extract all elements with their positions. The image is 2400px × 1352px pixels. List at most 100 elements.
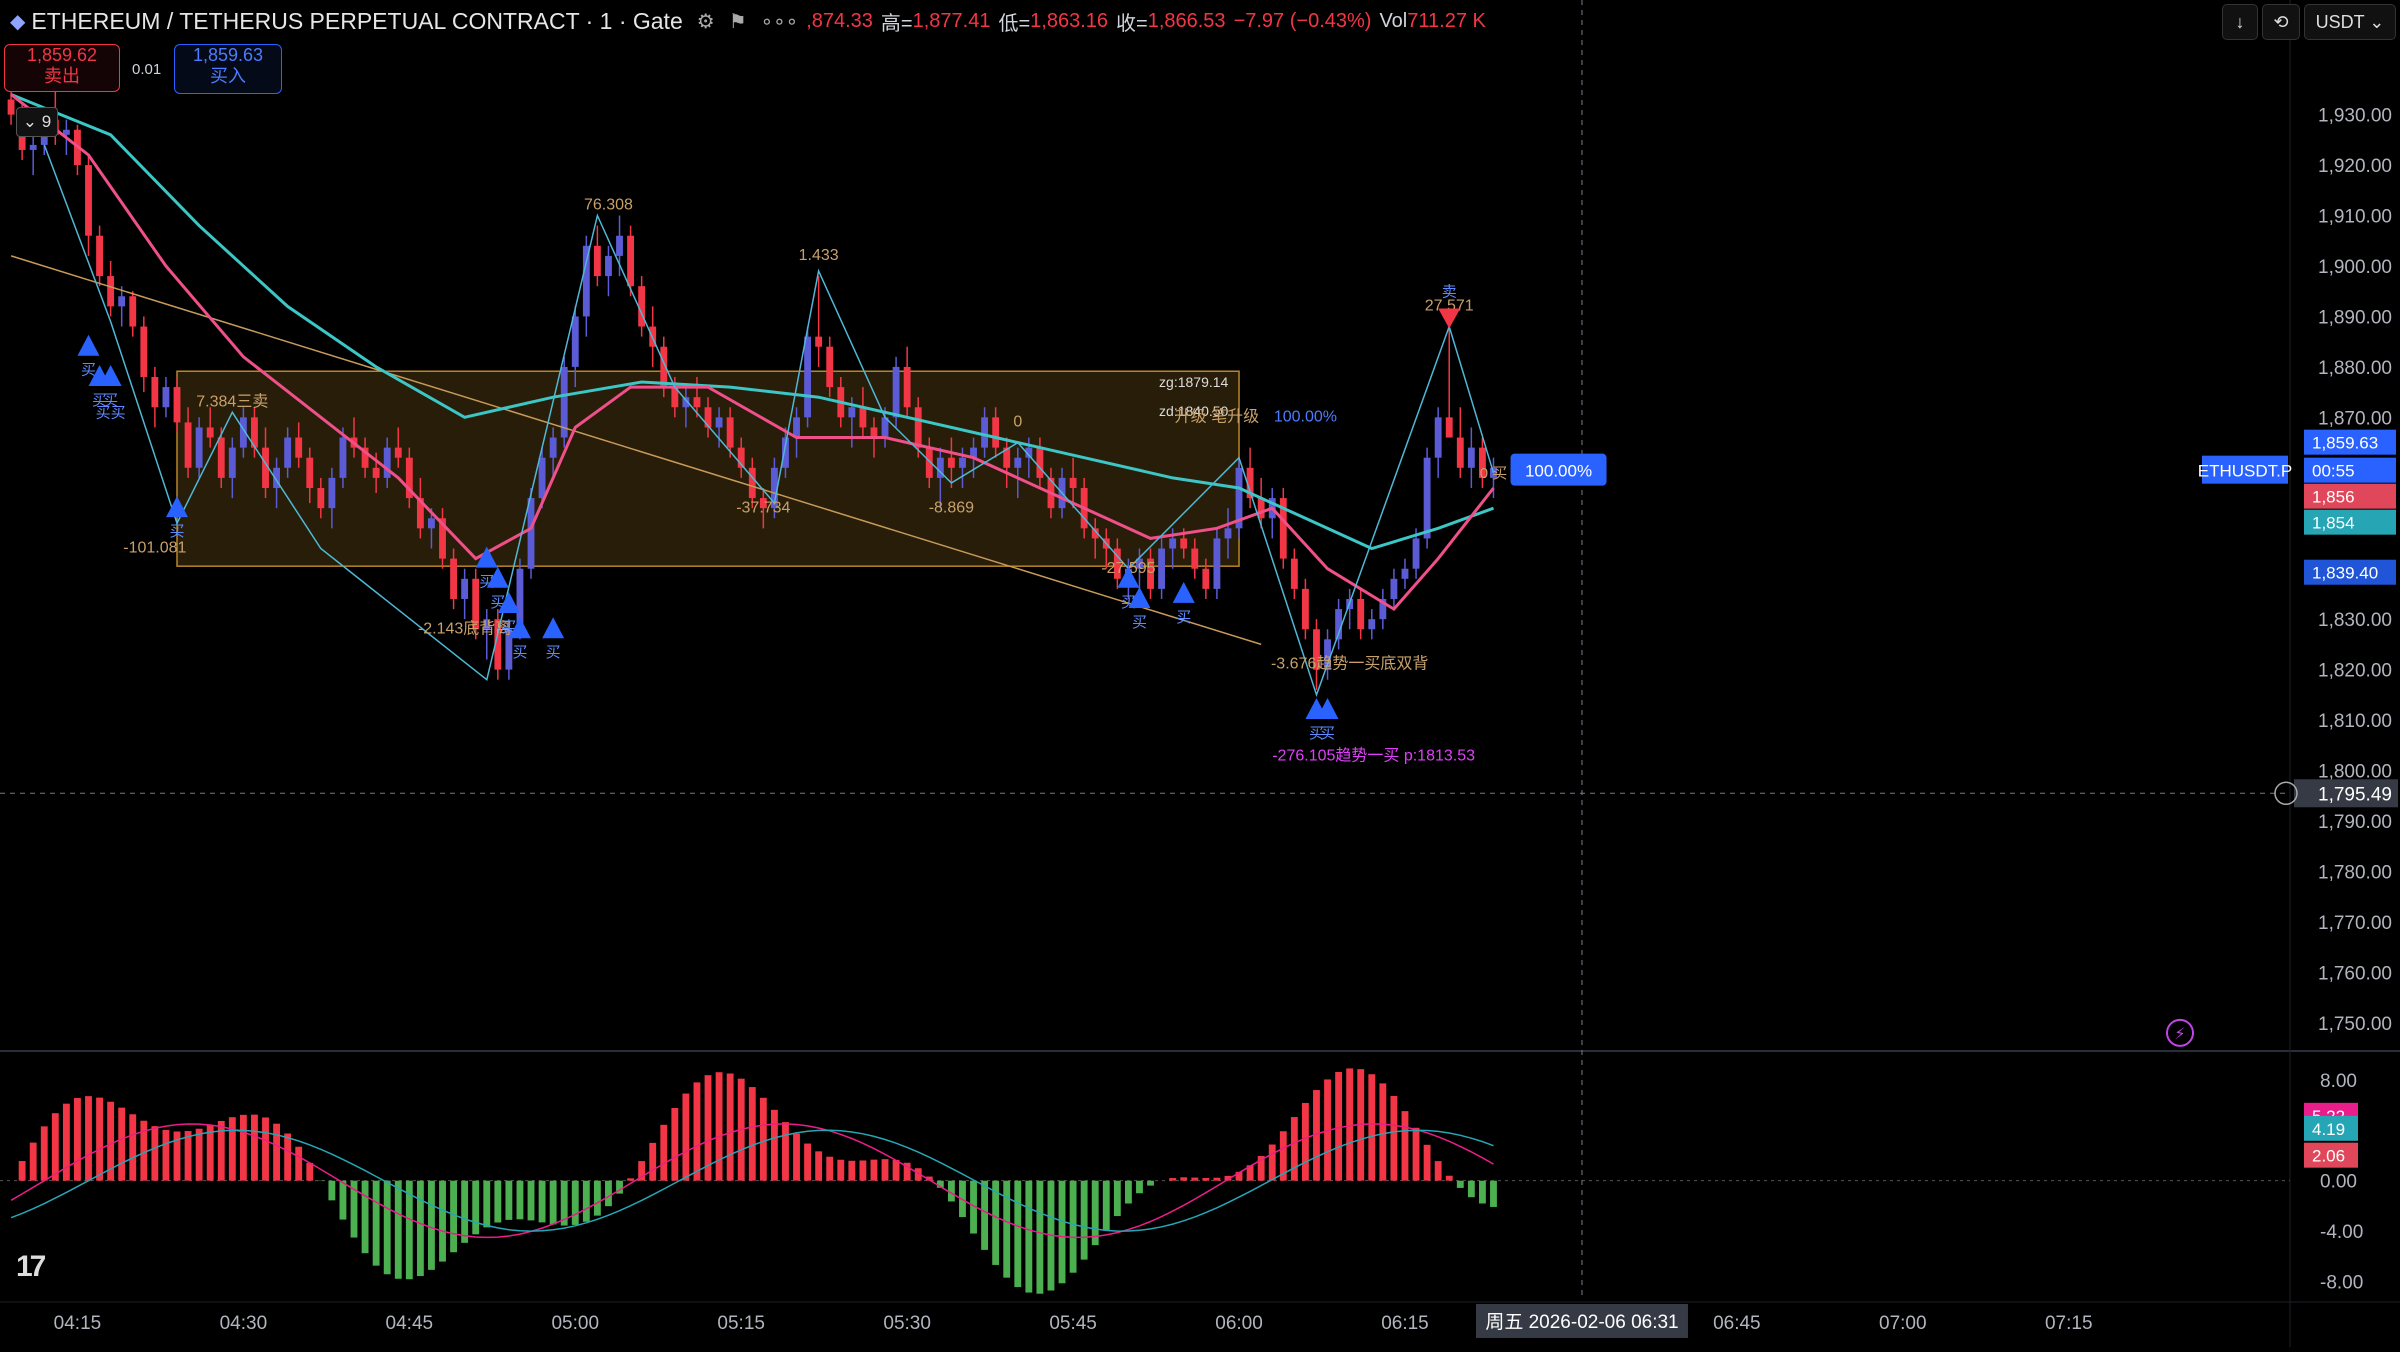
macd-bar [539, 1181, 546, 1223]
candle-body [1202, 569, 1209, 589]
macd-bar [1468, 1181, 1475, 1198]
candle-body [284, 438, 291, 468]
candle-body [306, 458, 313, 488]
macd-bar [605, 1181, 612, 1207]
chart-annotation: 0 [1013, 413, 1022, 430]
candle-body [528, 498, 535, 569]
macd-bar [129, 1114, 136, 1180]
flag-icon[interactable]: ⚑ [729, 9, 747, 34]
macd-bar [1457, 1181, 1464, 1188]
download-icon[interactable]: ↓ [2222, 4, 2258, 40]
screen-icon[interactable]: ⟲ [2262, 4, 2300, 40]
macd-bar [594, 1181, 601, 1216]
macd-bar [1191, 1178, 1198, 1181]
price-label: 1,859.63 [2312, 434, 2378, 453]
buy-marker-icon [78, 335, 100, 356]
more-icon[interactable]: ∘∘∘ [761, 9, 799, 34]
close-label: 收= [1116, 7, 1148, 36]
ethereum-logo-icon: ◆ [10, 9, 25, 34]
buy-button[interactable]: 1,859.63 买入 [174, 44, 282, 94]
price-tick-label: 1,750.00 [2318, 1014, 2392, 1035]
macd-bar [1103, 1181, 1110, 1231]
candle-body [539, 458, 546, 498]
macd-bar [1446, 1176, 1453, 1181]
macd-bar [52, 1113, 59, 1180]
macd-bar [848, 1161, 855, 1181]
candle-body [384, 448, 391, 478]
candle-body [30, 145, 37, 150]
symbol-price-tag: ETHUSDT.P [2198, 462, 2292, 481]
buy-marker-label: 买 [1132, 614, 1147, 631]
candle-body [904, 367, 911, 407]
macd-bar [295, 1147, 302, 1181]
sell-button[interactable]: 1,859.62 卖出 [4, 44, 120, 92]
macd-bar [517, 1181, 524, 1220]
ratio-badge-label: 100.00% [1525, 462, 1592, 481]
time-tick-label: 05:00 [551, 1313, 599, 1334]
price-tick-label: 1,770.00 [2318, 913, 2392, 934]
macd-bar [1335, 1072, 1342, 1181]
tradingview-logo-icon: 17 [16, 1250, 43, 1284]
time-tick-label: 05:30 [883, 1313, 931, 1334]
chart-annotation: -2.143底背离 [418, 619, 511, 637]
candle-body [616, 236, 623, 256]
crosshair-plus-icon [2275, 782, 2297, 804]
macd-tick-label: -8.00 [2320, 1273, 2363, 1294]
macd-bar [572, 1181, 579, 1225]
buy-price: 1,859.63 [175, 45, 281, 66]
macd-bar [251, 1115, 258, 1181]
candle-body [727, 417, 734, 447]
candle-body [317, 488, 324, 508]
candle-body [1180, 538, 1187, 548]
macd-bar [384, 1181, 391, 1275]
gear-icon[interactable]: ⚙ [697, 9, 715, 34]
candle-body [1435, 417, 1442, 457]
chart-annotation: 100.00% [1274, 408, 1337, 425]
macd-bar [1213, 1178, 1220, 1181]
macd-bar [1114, 1181, 1121, 1216]
macd-bar [450, 1181, 457, 1253]
price-tick-label: 1,790.00 [2318, 812, 2392, 833]
time-tick-label: 04:45 [386, 1313, 434, 1334]
macd-bar [1003, 1181, 1010, 1278]
close-value: 1,866.53 [1148, 10, 1226, 33]
macd-bar [417, 1181, 424, 1276]
chevron-down-icon: ⌄ [23, 112, 37, 131]
chart-annotation: -3.676趋势一买底双背 [1271, 655, 1428, 673]
interval-dropdown[interactable]: ⌄ 9 [16, 107, 58, 137]
macd-bar [41, 1126, 48, 1180]
macd-bar [118, 1108, 125, 1181]
macd-bar [196, 1129, 203, 1181]
candle-body [605, 256, 612, 276]
macd-bar [1379, 1083, 1386, 1180]
crosshair-time-label: 周五 2026-02-06 06:31 [1485, 1312, 1678, 1333]
symbol-title[interactable]: ETHEREUM / TETHERUS PERPETUAL CONTRACT ·… [31, 8, 682, 35]
candle-body [594, 246, 601, 276]
candle-body [174, 387, 181, 422]
macd-bar [505, 1181, 512, 1220]
macd-bar [1402, 1111, 1409, 1181]
sell-marker-icon [1438, 308, 1460, 328]
candle-body [151, 377, 158, 407]
candle-body [1291, 559, 1298, 589]
candle-body [1258, 498, 1265, 518]
macd-bar [85, 1096, 92, 1181]
candle-body [959, 458, 966, 468]
macd-bar [771, 1110, 778, 1181]
time-tick-label: 07:00 [1879, 1313, 1927, 1334]
macd-bar [671, 1108, 678, 1181]
price-tick-label: 1,890.00 [2318, 307, 2392, 328]
currency-select[interactable]: USDT ⌄ [2304, 4, 2396, 40]
candle-body [992, 417, 999, 447]
buy-signal-label: -276.105趋势一买 p:1813.53 [1272, 746, 1475, 764]
time-tick-label: 06:00 [1215, 1313, 1263, 1334]
macd-bar [96, 1098, 103, 1181]
high-label: 高= [881, 7, 913, 36]
macd-bar [395, 1181, 402, 1279]
candle-body [295, 438, 302, 458]
candle-body [804, 337, 811, 418]
macd-bar [882, 1159, 889, 1181]
